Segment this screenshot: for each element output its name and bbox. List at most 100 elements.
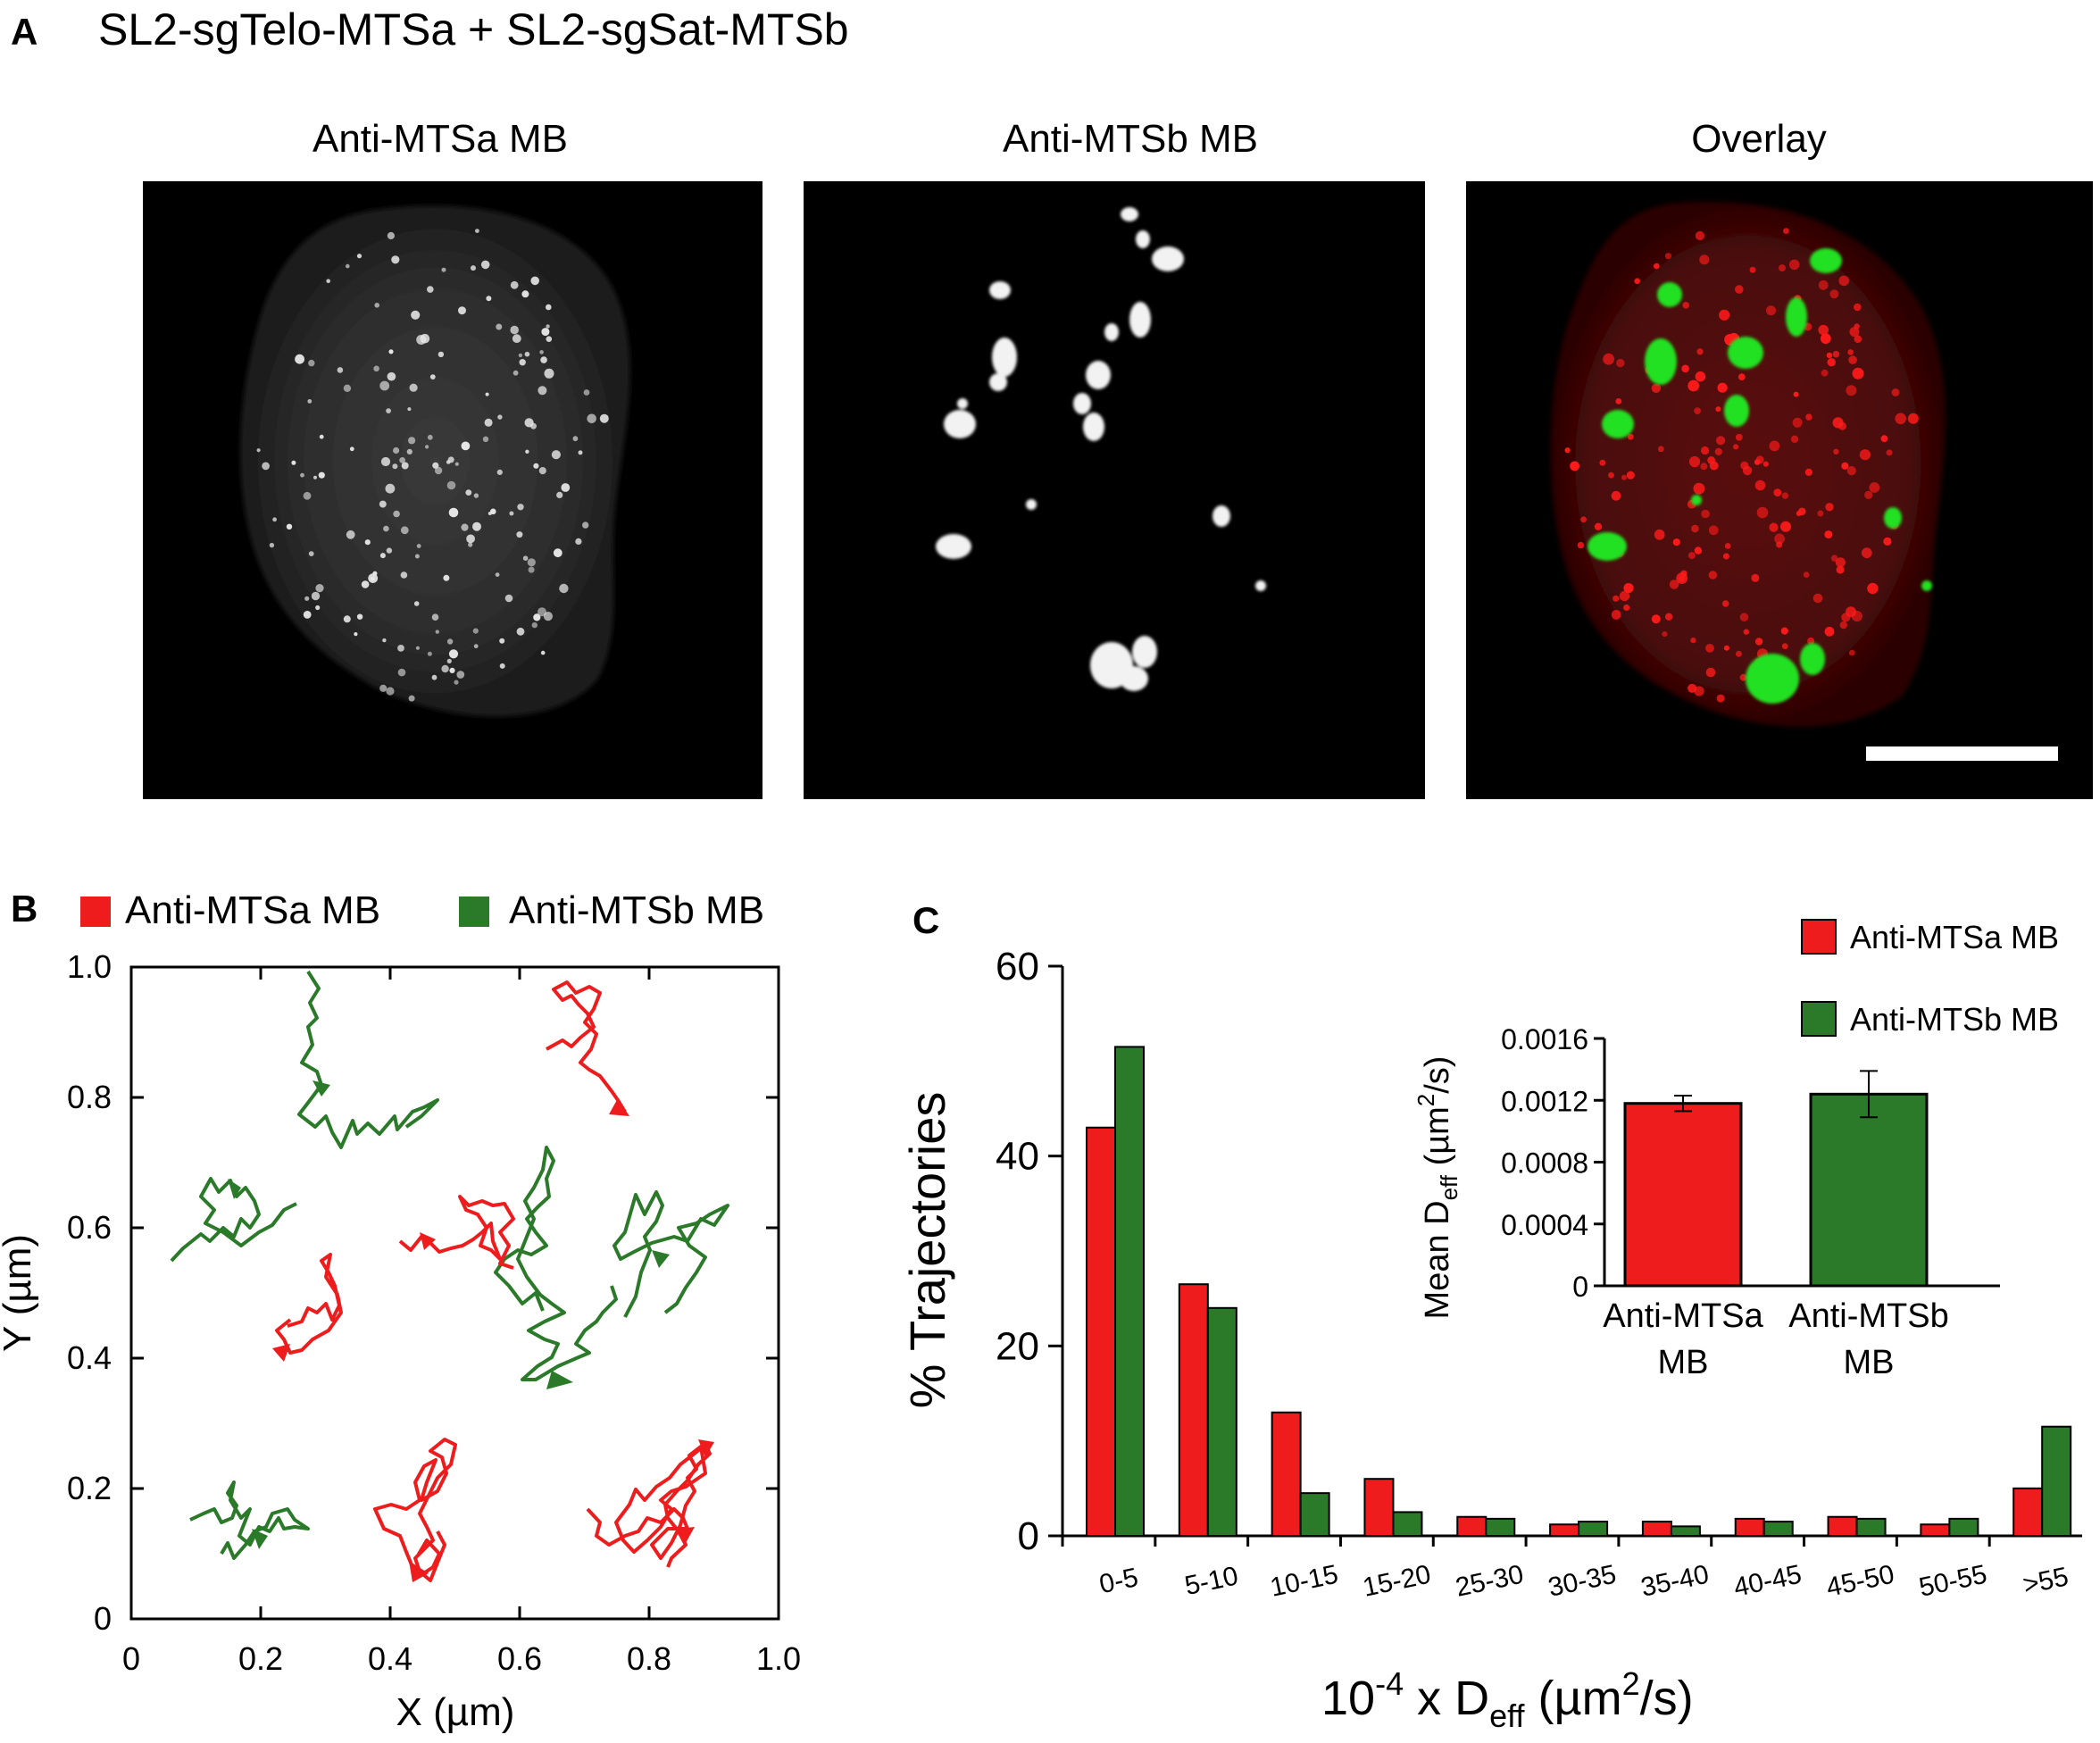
image-3-title: Overlay [1691,117,1827,161]
inset-bar-anti-mtsa [1623,1102,1743,1288]
bar-anti-mtsa [1549,1523,1580,1537]
bar-anti-mtsb [1578,1521,1609,1538]
bar-anti-mtsa [1271,1411,1302,1538]
inset-xtick-label: Anti-MTSb [1788,1297,1948,1335]
plot-b-ytick-label: 0.2 [67,1470,112,1506]
plot-b-xtick-label: 0.8 [627,1640,671,1677]
plot-c-xtick-label: 50-55 [1916,1560,1989,1603]
plot-b-ticks [131,967,779,1619]
plot-b-xtick-label: 0 [122,1640,140,1677]
bar-anti-mtsb [1206,1306,1238,1538]
plot-c-bars [1086,1046,2072,1538]
legend-b: Anti-MTSa MB Anti-MTSb MB [80,888,764,932]
panel-b: B Anti-MTSa MB Anti-MTSb MB 0 0.2 0.4 0.6 0.… [0,888,801,1734]
plot-c-ytick-label: 20 [996,1324,1039,1368]
plot-c-xlabel-sub: eff [1489,1697,1525,1734]
panel-c: C 0 20 40 60 0-5 5-10 10-15 15-20 25-30 30-35 35-… [899,899,2082,1734]
plot-c-xlabel-sup: 2 [1622,1665,1640,1702]
bar-anti-mtsa [1734,1517,1765,1537]
bar-anti-mtsb [1948,1517,1979,1537]
plot-c-xtick-label: 5-10 [1182,1561,1241,1601]
legend-b-swatch-a [80,897,111,927]
bar-anti-mtsa [1363,1478,1395,1537]
plot-c-xtick-label: 0-5 [1096,1563,1140,1599]
panel-a-construct: SL2-sgTelo-MTSa + SL2-sgSat-MTSb [98,4,849,54]
bar-anti-mtsa [1641,1521,1672,1538]
plot-b-ytick-label: 0.6 [67,1209,112,1246]
plot-c-xlabel-base: 10 [1321,1672,1375,1725]
image-1-title: Anti-MTSa MB [312,117,568,161]
micrograph-anti-mtsb [804,181,1425,799]
trajectory-red-3 [275,1253,343,1355]
plot-c-xlabel-mid: x D [1404,1672,1489,1725]
image-2-title: Anti-MTSb MB [1003,117,1258,161]
inset-ytick-label: 0 [1572,1271,1588,1303]
inset-ytick-label: 0.0004 [1501,1209,1588,1241]
plot-c-xtick-label: 25-30 [1453,1560,1526,1603]
plot-b-xtick-label: 1.0 [756,1640,801,1677]
plot-b-xtick-labels: 0 0.2 0.4 0.6 0.8 1.0 [122,1640,801,1677]
inset-ytick-label: 0.0008 [1501,1147,1588,1180]
legend-c-swatch-a [1801,919,1837,955]
inset-ylabel-post2: /s) [1419,1056,1456,1094]
inset-xtick-labels: Anti-MTSa MB Anti-MTSb MB [1603,1297,1948,1381]
inset-ytick-label: 0.0016 [1501,1023,1588,1055]
panel-c-letter: C [912,899,939,941]
bar-anti-mtsa [1920,1523,1951,1537]
legend-b-label-b: Anti-MTSb MB [509,888,764,932]
plot-c-ylabel: % Trajectories [899,1092,955,1409]
bar-anti-mtsa [1178,1283,1209,1537]
plot-b-frame [129,965,780,1621]
inset-xtick-label: Anti-MTSa [1603,1297,1763,1335]
plot-b-xtick-label: 0.2 [238,1640,283,1677]
trajectory-red-2 [398,1195,515,1270]
plot-c-xtick-label: 10-15 [1268,1560,1341,1603]
plot-c-xtick-label: 15-20 [1361,1560,1434,1603]
trajectory-green-1 [297,970,439,1149]
inset-xtick-label: MB [1658,1344,1709,1381]
bar-anti-mtsa [1456,1515,1488,1537]
bar-anti-mtsb [1299,1492,1330,1538]
legend-b-swatch-b [459,897,489,927]
trajectory-green-5 [189,1480,310,1560]
plot-c-xtick-label: 40-45 [1731,1560,1804,1603]
plot-c-y-ticks: 0 20 40 60 [996,945,1062,1558]
panel-a: A SL2-sgTelo-MTSa + SL2-sgSat-MTSb Anti-… [11,4,2093,799]
plot-b-xtick-label: 0.4 [368,1640,412,1677]
micrograph-overlay [1466,181,2093,799]
plot-c-ytick-label: 40 [996,1135,1039,1179]
trajectories [170,970,729,1582]
panel-a-letter: A [11,11,38,53]
inset-ylabel-sub: eff [1436,1174,1462,1200]
bar-anti-mtsb [1485,1517,1516,1537]
trajectory-green-3 [612,1190,729,1318]
inset-bars [1623,1070,1929,1288]
inset-ytick-label: 0.0012 [1501,1085,1588,1117]
inset-ylabel-post1: (µm [1419,1106,1456,1175]
plot-c-xlabel-exp: -4 [1375,1665,1404,1702]
plot-b-ytick-label: 0.8 [67,1079,112,1115]
plot-b-ytick-labels: 0 0.2 0.4 0.6 0.8 1.0 [67,948,112,1637]
bar-anti-mtsb [1392,1511,1423,1537]
plot-c-xtick-labels: 0-5 5-10 10-15 15-20 25-30 30-35 35-40 40-45 45-… [1061,1536,2071,1603]
plot-c-xtick-label: 45-50 [1824,1560,1897,1603]
trajectory-red-5 [586,1443,712,1568]
plot-c-xtick-label: 35-40 [1638,1560,1712,1603]
inset-ylabel-base: Mean D [1419,1200,1456,1319]
micrograph-anti-mtsa [143,181,762,799]
plot-c-xlabel-post1: (µm [1524,1672,1621,1725]
scale-bar [1866,746,2058,761]
legend-c-label-a: Anti-MTSa MB [1850,919,2059,955]
plot-c-xtick-label: 30-35 [1546,1560,1619,1603]
bar-anti-mtsb [1855,1517,1887,1537]
plot-b-ytick-label: 0.4 [67,1339,112,1376]
legend-c: Anti-MTSa MB Anti-MTSb MB [1801,919,2059,1038]
plot-c-xtick-label: >55 [2021,1562,2071,1600]
plot-c-xlabel: 10-4 x Deff (µm2/s) [1321,1665,1694,1734]
trajectory-green-4 [494,1146,618,1381]
bar-anti-mtsb [1670,1525,1701,1538]
inset-bar-anti-mtsb [1809,1092,1929,1288]
plot-c-ytick-label: 60 [996,945,1039,988]
bar-anti-mtsb [2041,1425,2072,1538]
